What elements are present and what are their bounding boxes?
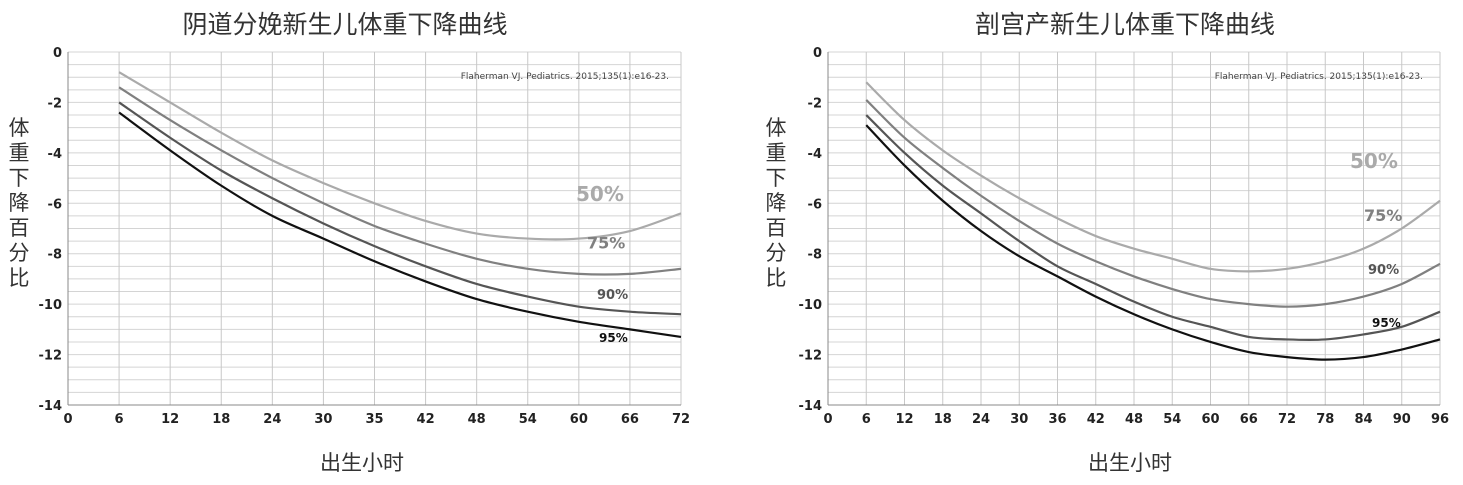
series-line-90pct [865,114,1441,342]
x-tick-label: 6 [115,412,124,427]
x-tick-label: 96 [1431,412,1449,427]
y-tick-label: -4 [808,147,822,162]
x-tick-label: 48 [1125,412,1143,427]
y-tick-label: -2 [808,96,822,111]
series-label-90pct: 90% [1368,263,1399,278]
x-tick-label: 24 [263,412,281,427]
y-axis-label: 体重下降百分比 [766,116,787,290]
x-tick-label: 90 [1393,412,1411,427]
x-tick-label: 66 [621,412,639,427]
x-tick-label: 0 [823,412,832,427]
x-tick-label: 36 [1048,412,1066,427]
x-tick-label: 6 [862,412,871,427]
series-label-50pct: 50% [1350,149,1398,173]
x-tick-label: 72 [1278,412,1296,427]
x-tick-label: 18 [934,412,952,427]
y-tick-label: -10 [39,298,63,313]
y-axis-label: 体重下降百分比 [9,116,30,290]
x-tick-label: 54 [519,412,537,427]
series-line-50pct [118,71,682,241]
x-tick-label: 12 [161,412,179,427]
series-label-90pct: 90% [597,288,628,303]
y-tick-label: -10 [799,298,823,313]
series-label-95pct: 95% [599,331,628,345]
y-tick-label: -4 [48,147,62,162]
y-tick-label: -2 [48,96,62,111]
chart-title: 阴道分娩新生儿体重下降曲线 [182,10,507,39]
x-tick-label: 30 [1010,412,1028,427]
series-line-75pct [865,99,1441,308]
x-tick-label: 54 [1163,412,1181,427]
y-tick-label: -8 [808,248,822,263]
x-tick-label: 84 [1354,412,1372,427]
y-tick-label: -6 [48,197,62,212]
x-tick-label: 60 [1201,412,1219,427]
x-tick-label: 0 [63,412,72,427]
series-line-95pct [118,111,682,339]
series-label-75pct: 75% [587,234,625,253]
x-tick-label: 35 [365,412,383,427]
y-tick-label: -12 [799,349,823,364]
series-label-95pct: 95% [1372,316,1401,330]
x-tick-label: 48 [468,412,486,427]
y-tick-label: -14 [39,399,63,414]
x-tick-label: 42 [1087,412,1105,427]
citation-text: Flaherman VJ. Pediatrics. 2015;135(1):e1… [1215,72,1423,82]
series-line-50pct [865,81,1441,273]
x-tick-label: 42 [417,412,435,427]
x-axis-label: 出生小时 [320,451,404,475]
x-tick-label: 72 [672,412,690,427]
y-tick-label: 0 [813,46,822,61]
y-tick-label: 0 [53,46,62,61]
x-tick-label: 66 [1240,412,1258,427]
y-tick-label: -12 [39,349,63,364]
series-line-75pct [118,86,682,276]
y-tick-label: -14 [799,399,823,414]
citation-text: Flaherman VJ. Pediatrics. 2015;135(1):e1… [461,72,669,82]
y-tick-label: -8 [48,248,62,263]
series-line-90pct [118,101,682,316]
series-label-75pct: 75% [1364,206,1402,225]
chart-panel-1: 0-2-4-6-8-10-12-140 6 12 18 24 30 35 42 48 54 60 66… [9,10,691,475]
series-line-95pct [865,124,1441,361]
x-tick-label: 60 [570,412,588,427]
x-axis-label: 出生小时 [1088,451,1172,475]
x-tick-label: 78 [1316,412,1334,427]
x-tick-label: 24 [972,412,990,427]
x-tick-label: 30 [314,412,332,427]
series-label-50pct: 50% [576,182,624,206]
chart-panel-2: 0-2-4-6-8-10-12-140 6 12 18 24 30 36 42 48 54 60 66… [766,10,1450,475]
y-tick-label: -6 [808,197,822,212]
x-tick-label: 12 [895,412,913,427]
chart-title: 剖宫产新生儿体重下降曲线 [975,10,1275,39]
x-tick-label: 18 [212,412,230,427]
